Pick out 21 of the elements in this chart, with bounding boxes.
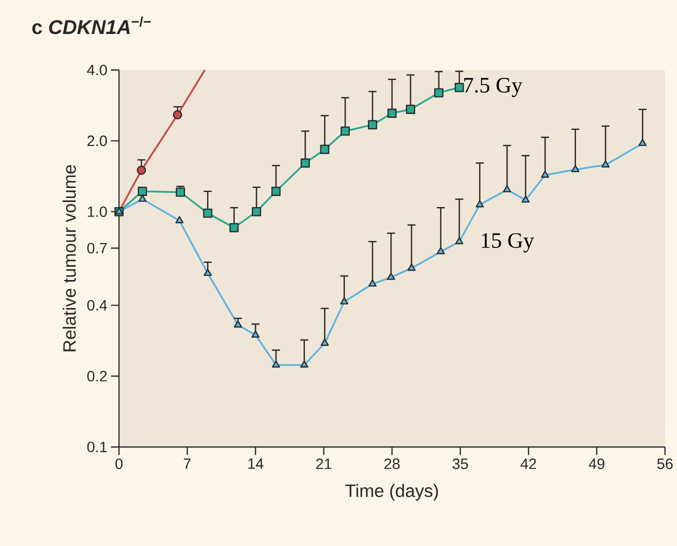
x-tick-label: 0	[115, 458, 123, 470]
x-tick-label: 28	[384, 458, 400, 470]
series-label: 7.5 Gy	[464, 78, 522, 98]
x-tick-label: 49	[588, 458, 604, 470]
y-tick-label: 4.0	[87, 64, 107, 76]
y-tick-label: 1.0	[88, 206, 107, 217]
y-axis-title: Relative tumour volume	[62, 165, 76, 352]
x-tick-label: 56	[657, 458, 673, 470]
x-tick-label: 21	[316, 458, 332, 469]
x-tick-label: 14	[248, 458, 264, 469]
x-tick-label: 42	[520, 458, 536, 469]
y-tick-label: 2.0	[87, 136, 107, 146]
y-tick-label: 0.7	[87, 242, 107, 254]
x-tick-label: 7	[184, 458, 191, 469]
y-tick-label: 0.1	[87, 442, 107, 452]
series-label: 15 Gy	[482, 233, 534, 252]
x-tick-label: 35	[452, 458, 468, 470]
y-tick-label: 0.4	[87, 300, 108, 311]
y-tick-label: 0.2	[87, 370, 107, 382]
chart-title: c CDKN1A$^{−/−}$	[32, 16, 151, 34]
x-axis-title: Time (days)	[345, 484, 438, 501]
